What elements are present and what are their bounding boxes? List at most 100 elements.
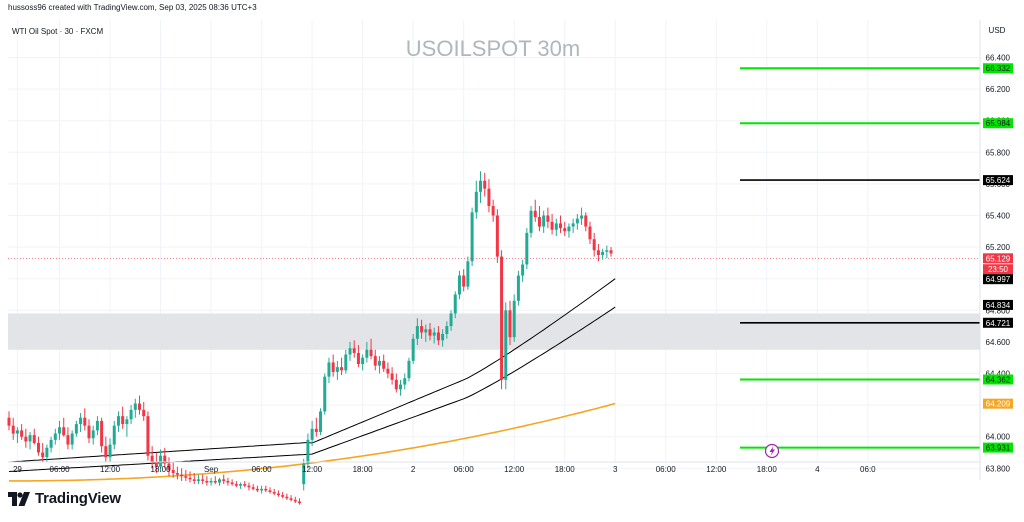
candle-body: [356, 352, 360, 365]
candle: [260, 485, 264, 494]
candle-body: [310, 428, 314, 440]
candle-body: [175, 473, 179, 475]
candle: [605, 245, 609, 259]
candle-body: [293, 499, 297, 502]
candle: [104, 436, 108, 462]
candle-body: [222, 479, 226, 481]
candle: [335, 360, 339, 380]
candle: [415, 318, 419, 346]
price-tag: 64.209: [983, 398, 1013, 409]
candle: [390, 367, 394, 385]
candle-body: [20, 430, 24, 437]
price-tag-bg: [983, 264, 1013, 275]
price-tag-bg: [983, 274, 1013, 285]
candle: [201, 474, 205, 485]
candle-body: [142, 409, 146, 417]
candle: [323, 373, 327, 415]
candle-body: [331, 362, 335, 372]
candle-body: [159, 455, 163, 467]
candle-body: [445, 326, 449, 334]
price-tag-text: 64.997: [986, 275, 1011, 284]
candle: [285, 493, 289, 500]
candle-body: [466, 261, 470, 287]
candle: [112, 420, 116, 450]
candle-body: [537, 217, 541, 227]
candle: [264, 485, 268, 492]
symbol-label: WTI Oil Spot · 30 · FXCM: [12, 27, 103, 36]
candle-body: [138, 403, 142, 410]
candle-body: [255, 488, 259, 491]
price-tick-label: 64.400: [986, 370, 1011, 379]
candle-body: [205, 480, 209, 483]
candle-body: [436, 332, 440, 341]
candle: [87, 419, 91, 444]
candle: [58, 420, 62, 440]
candle: [348, 341, 352, 361]
price-tag: 64.721: [983, 317, 1013, 328]
candle-body: [251, 487, 255, 489]
candle: [247, 482, 251, 491]
candle: [487, 179, 491, 213]
price-tick-label: 64.600: [986, 338, 1011, 347]
price-tag-text: 65.624: [986, 176, 1011, 185]
candle-body: [554, 223, 558, 230]
candle-body: [112, 425, 116, 445]
candle-body: [121, 416, 125, 425]
candle: [596, 243, 600, 262]
time-tick-label: 18:00: [757, 465, 778, 474]
candle-body: [580, 215, 584, 219]
candle: [150, 446, 154, 469]
candle-body: [428, 329, 432, 336]
time-tick-label: 06:00: [656, 465, 677, 474]
candle: [546, 207, 550, 229]
price-tick-label: 64.800: [986, 306, 1011, 315]
candle-body: [491, 206, 495, 216]
candle-body: [361, 357, 365, 365]
time-tick-label: 4: [815, 465, 820, 474]
candle: [133, 398, 137, 418]
candle-body: [11, 425, 15, 434]
candle-body: [567, 226, 571, 232]
candle: [239, 482, 243, 489]
candle: [327, 357, 331, 383]
candle-body: [512, 300, 516, 338]
candle-body: [36, 443, 40, 453]
time-tick-label: Sep: [204, 465, 219, 474]
currency-box[interactable]: [984, 22, 1010, 38]
candle: [24, 428, 28, 448]
candle: [230, 479, 234, 486]
candle: [373, 349, 377, 371]
price-tag-bg: [983, 398, 1013, 409]
candle: [559, 215, 563, 233]
candle-body: [462, 275, 466, 287]
candle: [445, 321, 449, 339]
candle: [108, 438, 112, 462]
candle: [255, 485, 259, 492]
candle: [529, 206, 533, 238]
time-axis[interactable]: 29 06:00 12:00 18:00 Sep 06:00 12:00 18:00 2 06:0…: [13, 465, 876, 474]
candle: [142, 401, 146, 421]
candle: [571, 218, 575, 233]
candle-body: [365, 349, 369, 358]
candle-body: [125, 419, 129, 425]
candle-body: [399, 384, 403, 390]
candle: [83, 408, 87, 431]
price-axis[interactable]: 66.40066.20066.00065.80065.60065.40065.2…: [986, 54, 1011, 474]
candle: [20, 424, 24, 440]
candle-body: [415, 326, 419, 339]
tradingview-logo[interactable]: TradingView: [8, 490, 121, 507]
candle: [550, 213, 554, 235]
candle-body: [344, 354, 348, 371]
price-tag: 65.984: [983, 118, 1013, 129]
candle: [382, 354, 386, 372]
candle-body: [369, 349, 373, 357]
price-tick-label: 66.200: [986, 85, 1011, 94]
alert-lightning-icon[interactable]: [764, 443, 780, 459]
candle-body: [550, 221, 554, 230]
candle: [356, 345, 360, 368]
candle-body: [7, 417, 11, 426]
candle-body: [563, 228, 567, 232]
candle-body: [319, 411, 323, 432]
candle-body: [184, 476, 188, 478]
